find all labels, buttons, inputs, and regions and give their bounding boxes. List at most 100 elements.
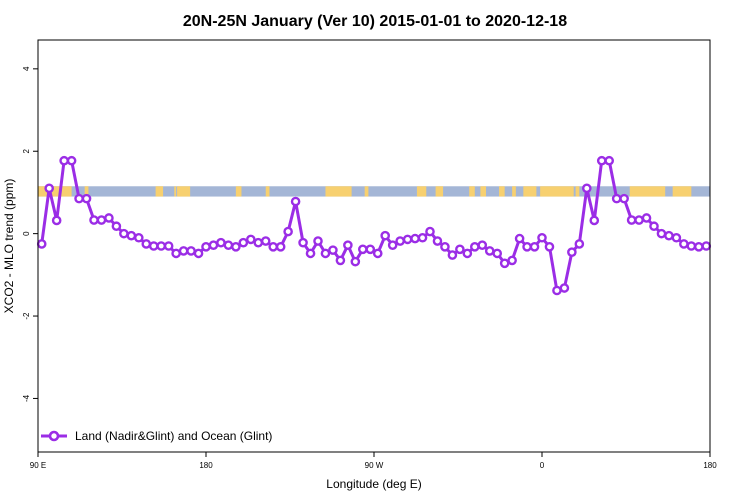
data-point	[559, 283, 570, 293]
land-segment	[84, 186, 89, 197]
land-segment	[435, 186, 444, 197]
y-tick-label: 0	[22, 231, 31, 236]
data-point	[298, 237, 308, 248]
data-point	[537, 232, 547, 243]
ocean-band	[38, 186, 710, 197]
land-segment	[469, 186, 475, 197]
data-point	[492, 248, 503, 259]
land-segment	[672, 186, 692, 197]
data-point	[178, 246, 189, 256]
data-point	[455, 244, 465, 255]
data-point	[641, 213, 652, 223]
data-point	[469, 242, 480, 252]
y-tick-label: -4	[22, 394, 31, 402]
data-point	[208, 240, 219, 250]
x-axis: 90 E 180 90 W 0 180	[30, 452, 717, 470]
data-point	[634, 215, 644, 225]
data-point	[514, 233, 525, 244]
data-point	[402, 234, 413, 245]
land-segment	[174, 186, 177, 197]
x-tick-label: 180	[199, 461, 213, 470]
data-point	[701, 241, 712, 251]
land-segment	[480, 186, 486, 197]
land-segment	[38, 186, 72, 197]
data-point	[507, 255, 517, 266]
plot-frame	[37, 39, 711, 453]
data-point	[335, 255, 346, 266]
data-point	[686, 241, 697, 251]
data-point	[372, 248, 383, 259]
data-point	[380, 230, 391, 241]
land-segment	[155, 186, 164, 197]
data-point	[529, 242, 540, 252]
legend-marker-swatch	[48, 430, 60, 442]
data-point	[425, 226, 435, 237]
land-segment	[575, 186, 580, 197]
x-tick-label: 0	[540, 461, 545, 470]
data-point	[290, 196, 301, 207]
data-point	[260, 236, 271, 246]
data-point	[432, 236, 443, 246]
data-point	[328, 245, 338, 255]
data-point	[365, 244, 376, 255]
x-tick-label: 90 E	[30, 461, 46, 470]
data-point	[133, 232, 144, 243]
land-segment	[325, 186, 352, 197]
x-axis-label: Longitude (deg E)	[326, 477, 421, 491]
data-point	[552, 285, 562, 296]
data-point	[148, 241, 159, 251]
data-point	[656, 228, 667, 239]
plot-area: 90 E 180 90 W 0 180 -4 -2 0 2 4	[22, 39, 717, 470]
data-point	[305, 248, 316, 259]
data-point	[320, 248, 331, 259]
x-tick-label: 90 W	[365, 461, 384, 470]
data-point	[582, 183, 592, 194]
data-point	[51, 215, 62, 226]
data-point	[694, 242, 704, 252]
series-line	[40, 159, 707, 292]
data-point	[231, 242, 241, 252]
data-point	[544, 242, 555, 252]
data-point	[171, 248, 181, 259]
data-point	[664, 230, 674, 241]
data-point	[462, 248, 473, 259]
data-point	[679, 239, 689, 249]
data-point	[141, 239, 152, 249]
land-segment	[499, 186, 505, 197]
data-point	[447, 250, 458, 260]
y-tick-label: -2	[22, 312, 31, 320]
data-point	[410, 233, 420, 244]
land-segment	[177, 186, 191, 197]
land-segment	[416, 186, 427, 197]
data-point	[484, 246, 495, 256]
data-point	[74, 193, 84, 204]
legend-label: Land (Nadir&Glint) and Ocean (Glint)	[75, 429, 272, 443]
data-point	[156, 241, 166, 251]
land-segment	[523, 186, 537, 197]
data-point	[163, 241, 174, 251]
data-point	[567, 247, 577, 257]
data-point	[193, 248, 204, 259]
legend: Land (Nadir&Glint) and Ocean (Glint)	[41, 429, 272, 443]
data-point	[589, 215, 600, 226]
data-point	[649, 221, 659, 232]
data-point	[283, 226, 293, 237]
data-point	[671, 232, 682, 243]
x-tick-label: 180	[703, 461, 717, 470]
data-point	[343, 240, 353, 250]
data-point	[253, 237, 264, 248]
chart-title: 20N-25N January (Ver 10) 2015-01-01 to 2…	[183, 13, 567, 30]
data-point	[522, 242, 532, 252]
data-point	[395, 236, 405, 246]
data-point	[440, 242, 450, 252]
data-point	[357, 244, 368, 255]
data-point	[275, 242, 286, 252]
data-point	[626, 215, 637, 225]
y-tick-label: 4	[22, 66, 31, 71]
data-point	[216, 237, 226, 248]
y-axis: -4 -2 0 2 4	[22, 66, 38, 402]
data-point	[604, 155, 615, 166]
land-segment	[512, 186, 516, 197]
land-segment	[265, 186, 270, 197]
data-point	[611, 193, 622, 204]
